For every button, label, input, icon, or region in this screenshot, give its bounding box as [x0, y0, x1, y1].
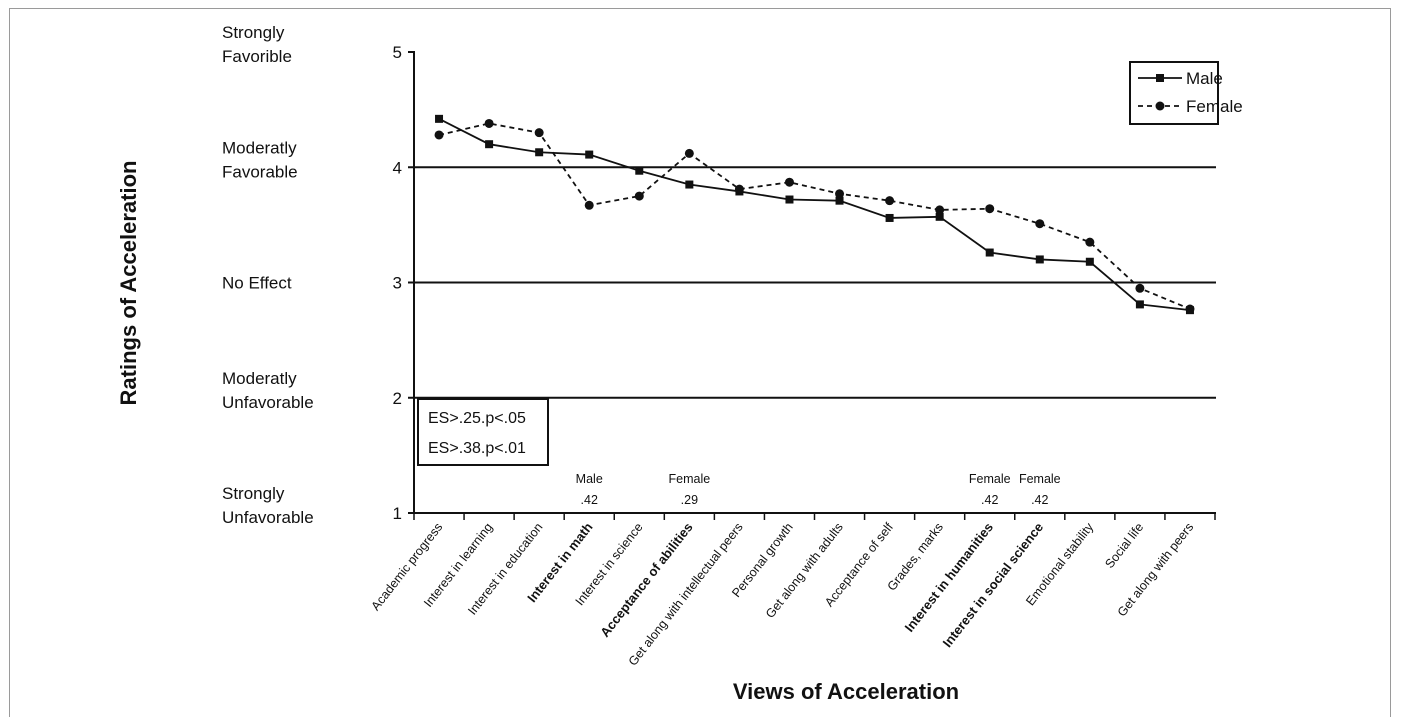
annotation-group: Female	[1019, 472, 1061, 486]
y-descriptor-labels: Strongly Favorible Moderatly Favorable No Ef…	[222, 23, 314, 527]
series-layer	[434, 114, 1195, 315]
data-point-female	[584, 200, 594, 210]
data-point-male	[885, 213, 894, 222]
y-descriptor-label: Unfavorable	[222, 393, 314, 412]
series-line-female	[438, 122, 1191, 310]
data-point-male	[785, 195, 794, 204]
y-tick-label: 5	[393, 43, 402, 62]
series-line-male	[438, 118, 1191, 312]
y-descriptor-label: Favorible	[222, 47, 292, 66]
y-tick-label: 4	[393, 158, 402, 177]
significance-key-line: ES>.38.p<.01	[428, 440, 526, 457]
data-point-female	[784, 177, 794, 187]
legend: Male Female	[1129, 61, 1243, 125]
annotation-group: Male	[576, 472, 603, 486]
data-point-male	[485, 140, 494, 149]
significance-key-line: ES>.25.p<.05	[428, 410, 526, 427]
data-point-male	[1035, 255, 1044, 264]
y-descriptor-label: Strongly	[222, 484, 285, 503]
significance-key: ES>.25.p<.05 ES>.38.p<.01	[417, 398, 549, 466]
data-point-female	[484, 118, 494, 128]
x-tick-label: Social life	[1102, 520, 1146, 571]
annotation-group: Female	[669, 472, 711, 486]
data-point-male	[1085, 257, 1094, 266]
data-point-female	[534, 128, 544, 138]
y-descriptor-label: Moderatly	[222, 138, 297, 157]
data-point-male	[835, 196, 844, 205]
data-point-male	[435, 114, 444, 123]
y-descriptor-label: No Effect	[222, 274, 292, 293]
x-tick-label: Interest in social science	[940, 520, 1047, 651]
y-tick-label: 1	[393, 504, 402, 523]
data-point-female	[684, 148, 694, 158]
data-point-female	[634, 191, 644, 201]
annotation-value: .42	[981, 493, 998, 507]
annotation-value: .42	[581, 493, 598, 507]
annotation-value: .42	[1031, 493, 1048, 507]
data-point-male	[635, 166, 644, 175]
annotation-value: .29	[681, 493, 698, 507]
y-descriptor-label: Strongly	[222, 23, 285, 42]
data-point-female	[1185, 304, 1195, 314]
legend-marker-male	[1156, 74, 1164, 82]
data-point-female	[935, 205, 945, 215]
y-descriptor-label: Unfavorable	[222, 508, 314, 527]
x-axis-title: Views of Acceleration	[733, 679, 959, 704]
y-tick-label: 2	[393, 389, 402, 408]
y-descriptor-label: Favorable	[222, 162, 298, 181]
data-point-male	[935, 212, 944, 221]
legend-label-female: Female	[1186, 97, 1243, 116]
legend-marker-female	[1155, 101, 1165, 111]
y-descriptor-label: Moderatly	[222, 369, 297, 388]
data-point-female	[1035, 219, 1045, 229]
legend-label-male: Male	[1186, 69, 1223, 88]
data-point-male	[585, 150, 594, 159]
annotation-group: Female	[969, 472, 1011, 486]
data-point-female	[985, 204, 995, 214]
x-tick-label: Interest in humanities	[902, 520, 997, 635]
data-point-female	[885, 196, 895, 206]
x-tick-label: Acceptance of abilities	[597, 520, 696, 640]
effect-size-annotations: Male .42 Female .29 Female .42 Female .42	[576, 472, 1061, 507]
data-point-female	[1085, 237, 1095, 247]
data-point-female	[434, 130, 444, 140]
y-axis-title: Ratings of Acceleration	[116, 161, 141, 406]
y-tick-label: 3	[393, 274, 402, 293]
data-point-female	[1135, 283, 1145, 293]
data-point-male	[535, 148, 544, 157]
chart-frame	[9, 8, 1391, 717]
data-point-female	[734, 184, 744, 194]
data-point-male	[1135, 300, 1144, 309]
gridlines	[414, 166, 1216, 399]
data-point-male	[985, 248, 994, 257]
data-point-male	[685, 180, 694, 189]
data-point-female	[835, 189, 845, 199]
